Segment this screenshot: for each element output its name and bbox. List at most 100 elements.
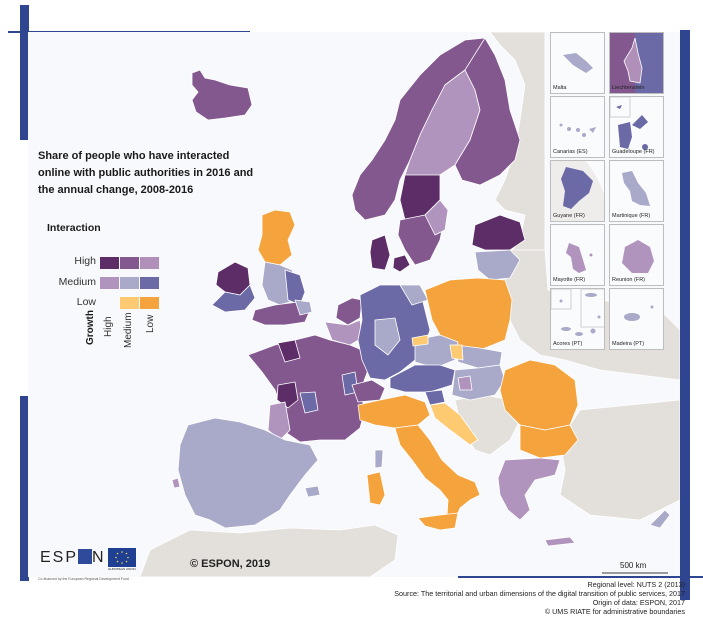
guadeloupe-shape [610, 97, 648, 150]
inset-label: Canarias (ES) [553, 149, 588, 155]
frame-bar-left-top [20, 5, 29, 140]
inset-reunion: Reunion (FR) [609, 224, 664, 286]
scale-label: 500 km [620, 561, 647, 570]
legend-cell-high-low [140, 257, 159, 269]
legend-row-medium: Medium [58, 276, 96, 288]
legend-col-medium: Medium [123, 312, 134, 348]
region-croatia [429, 402, 479, 446]
liechtenstein-shape [623, 33, 663, 93]
region-sardinia [366, 471, 386, 506]
region-crete [544, 536, 576, 547]
legend-cell-medium-medium [120, 277, 139, 289]
legend-col-high: High [103, 316, 114, 337]
acores-shape [551, 289, 604, 336]
source-boundaries: © UMS RIATE for administrative boundarie… [544, 607, 685, 616]
inset-canarias: Canarias (ES) [550, 96, 605, 158]
region-iberia [177, 417, 319, 529]
guyane-shape [551, 161, 604, 221]
legend-cell-medium-low [140, 277, 159, 289]
region-hungary-accent [457, 375, 473, 391]
legend-row-high: High [74, 255, 96, 267]
inset-guyane: Guyane (FR) [550, 160, 605, 222]
inset-madeira: Madeira (PT) [609, 288, 664, 350]
inset-label: Liechtenstein [612, 85, 645, 91]
inset-martinique: Martinique (FR) [609, 160, 664, 222]
map-area: Malta Liechtenstein Canarias (ES) Guadel… [28, 32, 680, 577]
eu-flag-icon [108, 548, 136, 567]
inset-guadeloupe: Guadeloupe (FR) [609, 96, 664, 158]
region-balearics [304, 485, 321, 498]
region-turkey [559, 399, 680, 521]
source-origin: Origin of data: ESPON, 2017 [592, 598, 685, 607]
copyright: © ESPON, 2019 [190, 558, 271, 570]
inset-malta: Malta [550, 32, 605, 94]
scale-bar [602, 572, 668, 574]
legend-row-low: Low [76, 296, 96, 308]
region-france-west [276, 381, 299, 409]
region-corsica [374, 449, 384, 469]
region-germany-light [374, 317, 401, 356]
region-england-south [251, 301, 311, 326]
region-denmark [369, 234, 391, 271]
region-austria [389, 364, 456, 393]
source-study: Source: The territorial and urban dimens… [394, 589, 685, 598]
cofinanced-text: Co-financed by the European Regional Dev… [38, 577, 129, 581]
legend-title: Interaction [47, 222, 101, 234]
inset-acores: Acores (PT) [550, 288, 605, 350]
inset-label: Madeira (PT) [612, 341, 645, 347]
madeira-shape [624, 305, 654, 321]
legend-axis-growth: Growth [85, 310, 96, 345]
inset-label: Reunion (FR) [612, 277, 646, 283]
region-lithuania [474, 249, 521, 281]
frame-line-bottom [458, 576, 703, 578]
title-line-2: online with public authorities in 2016 a… [38, 167, 254, 179]
region-sweden-east [424, 199, 449, 236]
region-scotland [257, 209, 296, 266]
region-england-mid [284, 269, 306, 306]
region-netherlands [335, 297, 363, 326]
malta-shape [563, 53, 593, 73]
legend-cell-low-low [140, 297, 159, 309]
canarias-shape [559, 123, 596, 137]
mayotte-shape [566, 243, 593, 273]
eu-stars-icon [115, 551, 129, 564]
inset-mayotte: Mayotte (FR) [550, 224, 605, 286]
inset-label: Martinique (FR) [612, 213, 651, 219]
region-italy-peninsula [394, 424, 481, 521]
legend-cell-low-medium [120, 297, 139, 309]
region-italy-north [357, 394, 431, 429]
frame-bar-right [680, 30, 690, 600]
region-london [294, 299, 313, 316]
source-regional-level: Regional level: NUTS 2 (2013) [587, 580, 685, 589]
legend-cell-medium-high [100, 277, 119, 289]
espon-logo-o-icon [78, 549, 93, 564]
title-line-3: the annual change, 2008-2016 [38, 184, 194, 196]
region-poland [424, 277, 513, 351]
region-slovakia-accent [449, 344, 464, 361]
region-switzerland [351, 379, 386, 403]
map-title: Share of people who have interacted onli… [38, 148, 268, 199]
title-line-1: Share of people who have interacted [38, 150, 230, 162]
region-lisbon [171, 477, 181, 489]
region-france-normandy [277, 339, 301, 363]
region-cyprus [649, 509, 671, 529]
sources-block: Regional level: NUTS 2 (2013) Source: Th… [394, 580, 685, 616]
region-norway [351, 37, 486, 221]
region-hungary [451, 364, 506, 401]
inset-liechtenstein: Liechtenstein [609, 32, 664, 94]
region-sicily [417, 512, 459, 531]
region-ireland-east [211, 284, 256, 313]
legend-col-low: Low [145, 314, 156, 333]
legend-cell-high-medium [120, 257, 139, 269]
region-france-center [299, 391, 319, 414]
region-north-africa [139, 524, 399, 577]
region-czechia-accent [411, 334, 429, 347]
frame-bar-left-bottom [20, 396, 29, 581]
legend-cell-high-high [100, 257, 119, 269]
region-bulgaria [519, 424, 579, 459]
region-estonia-latvia [471, 214, 526, 251]
inset-label: Malta [553, 85, 567, 91]
inset-label: Acores (PT) [553, 341, 583, 347]
eu-label: EUROPEAN UNION [108, 567, 136, 571]
region-denmark-islands [392, 254, 411, 273]
